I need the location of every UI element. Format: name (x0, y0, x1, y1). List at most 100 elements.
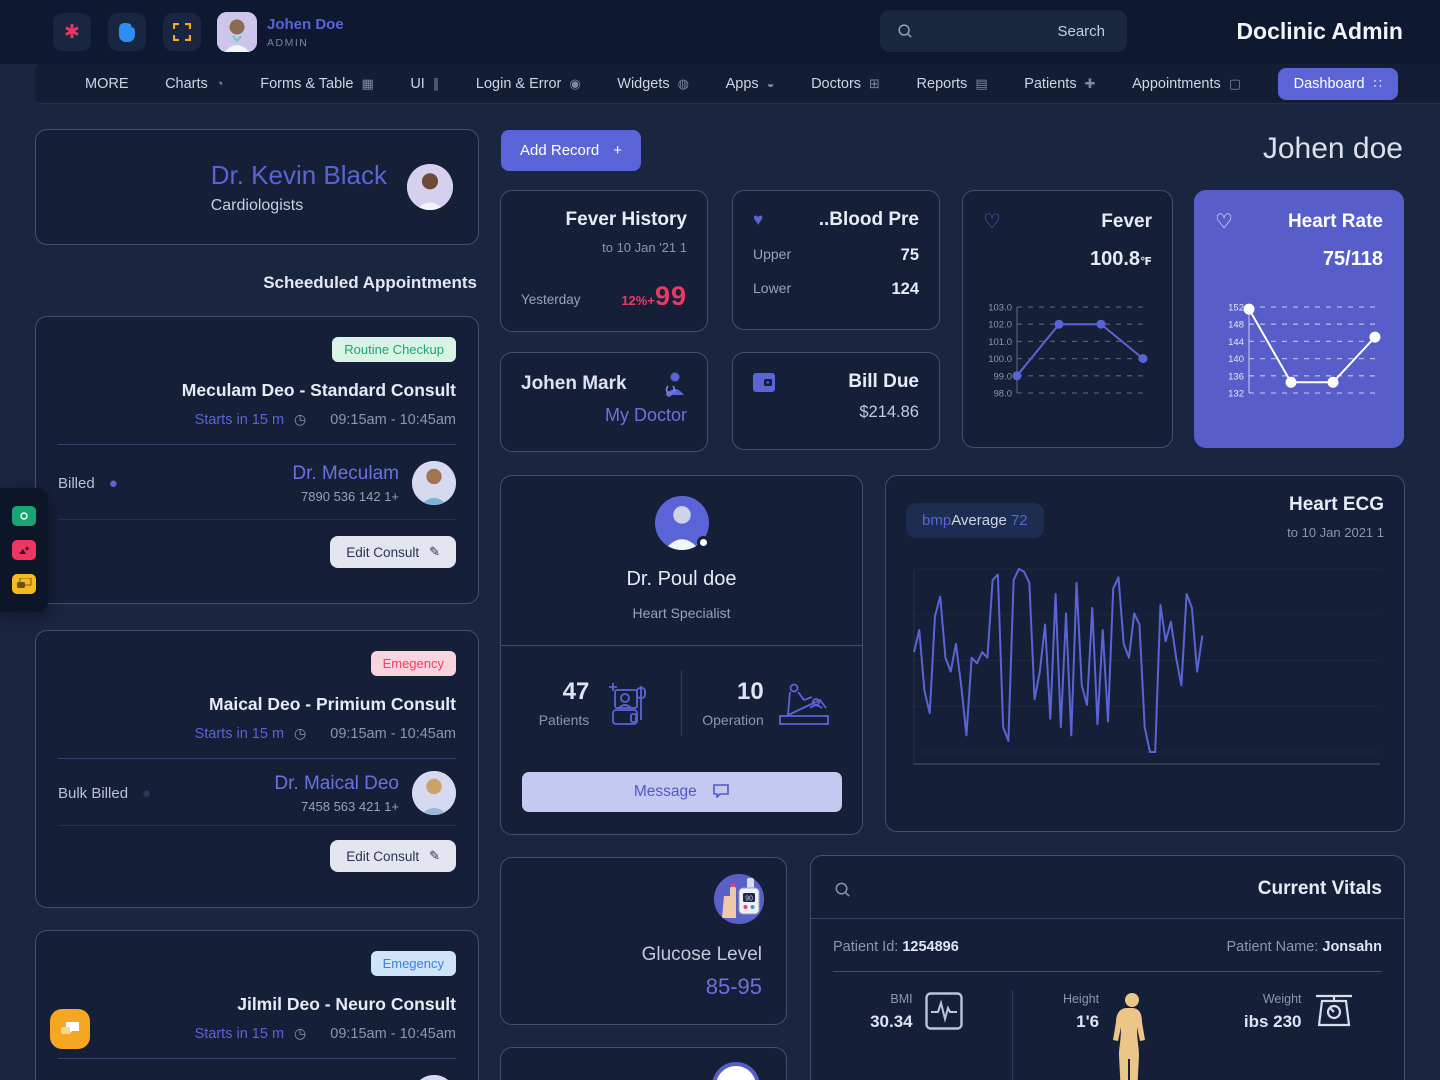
card-title: Fever (1101, 210, 1152, 232)
cross-icon: ✚ (1084, 75, 1096, 91)
appointment-card-1: Routine Checkup Meculam Deo - Standard C… (35, 316, 479, 604)
glucometer-reading: 90 (745, 896, 753, 903)
globe-icon: ◍ (677, 75, 689, 91)
doctor-avatar (407, 164, 453, 210)
card-title: Bill Due (848, 371, 919, 392)
chat-fab-button[interactable] (50, 1009, 90, 1049)
bulb-icon: ◒ (766, 76, 775, 91)
clock-icon: ◷ (294, 411, 307, 427)
bmi-value: 30.34 (870, 1012, 913, 1031)
billing-status: Bulk Billed ● (58, 784, 152, 802)
appointment-title: Meculam Deo - Standard Consult (181, 380, 456, 400)
fullscreen-button[interactable] (163, 13, 201, 51)
appointment-title: Maical Deo - Primium Consult (209, 694, 456, 714)
clock-icon: ◷ (294, 1025, 307, 1041)
human-figure-icon (1113, 993, 1146, 1080)
nav-item-widgets[interactable]: Widgets ◍ (617, 75, 689, 92)
nav-item-dashboard-active[interactable]: Dashboard ∷ (1277, 67, 1398, 100)
grid-icon: ∷ (1373, 75, 1382, 91)
nav-item-appointments[interactable]: Appointments ▢ (1132, 75, 1242, 92)
fever-chart-card: ♡ Fever 100.8℉ 103.0 102.0 101.0 100.0 99.0 9… (962, 190, 1173, 448)
profile-avatar (654, 496, 710, 550)
billing-dot-icon: ● (142, 784, 152, 802)
edit-consult-button[interactable]: Edit Consult ✎ (330, 536, 456, 568)
heart-pulse-icon: ♥ (753, 210, 764, 229)
status-badge: Emegency (370, 951, 456, 976)
time-slot: 09:15am - 10:45am (330, 1025, 456, 1042)
svg-text:101.0: 101.0 (988, 337, 1012, 348)
user-profile-chip[interactable]: Johen Doe ADMIN (217, 12, 344, 52)
nav-item-charts[interactable]: Charts ◔ (165, 75, 224, 92)
nav-item-forms-table[interactable]: Forms & Table ▦ (260, 75, 374, 92)
glucometer-icon: 90 (714, 874, 764, 924)
glucose-card: 90 Glucose Level 85-95 (500, 857, 787, 1025)
svg-text:140: 140 (1228, 354, 1244, 365)
report-icon: ▤ (975, 75, 988, 91)
heart-rate-line-chart: 152 148 144 140 136 132 (1228, 303, 1381, 400)
message-button[interactable]: Message (521, 772, 842, 812)
pencil-icon: ✎ (429, 544, 440, 559)
bars-icon: ∥ (432, 75, 440, 91)
bp-upper-label: Upper (753, 246, 792, 262)
nav-item-apps[interactable]: Apps ◒ (725, 75, 775, 92)
patient-name: Patient Name: Jonsahn (1226, 939, 1382, 955)
heart-icon: ♡ (1215, 211, 1233, 233)
nav-item-doctors[interactable]: Doctors ⊞ (811, 75, 880, 92)
svg-text:144: 144 (1228, 337, 1244, 348)
doctor-name: Dr. Kevin Black (210, 159, 387, 190)
svg-text:98.0: 98.0 (994, 389, 1013, 400)
nav-item-reports[interactable]: Reports ▤ (916, 75, 988, 92)
starts-in: Starts in 15 m (194, 1025, 285, 1042)
operations-label: Operation (702, 712, 764, 728)
top-bar: ✱ Johen Doe ADMIN (0, 0, 1440, 64)
bpm-value: 72 (1010, 512, 1028, 529)
time-slot: 09:15am - 10:45am (330, 411, 456, 428)
billing-dot-icon: ● (108, 474, 118, 492)
cash-icon[interactable] (12, 506, 36, 526)
yesterday-label: Yesterday (521, 292, 581, 307)
card-title: Current Vitals (1257, 878, 1382, 899)
fever-delta: 12%+ (621, 293, 655, 308)
user-meta: Johen Doe ADMIN (267, 16, 344, 49)
fever-history-card: Fever History to 10 Jan '21 1 Yesterday … (500, 190, 708, 332)
operations-stat: 10 Operation (682, 678, 852, 728)
nav-item-ui[interactable]: UI ∥ (410, 75, 440, 92)
svg-text:99.0: 99.0 (994, 371, 1013, 382)
edit-consult-button[interactable]: Edit Consult ✎ (330, 840, 456, 872)
bpm-label: Average (951, 512, 1007, 529)
image-icon[interactable] (12, 540, 36, 560)
nav-item-more[interactable]: MORE (85, 75, 129, 92)
chat-icon[interactable] (12, 574, 36, 594)
monitor-icon (712, 1062, 760, 1080)
user-avatar (217, 12, 257, 52)
add-record-button[interactable]: Add Record + (501, 130, 641, 171)
plus-icon: + (613, 142, 622, 159)
glucose-range: 85-95 (705, 974, 762, 999)
profile-doctor-specialty: Heart Specialist (632, 605, 731, 621)
svg-text:148: 148 (1228, 320, 1244, 331)
status-badge: Routine Checkup (332, 337, 456, 362)
weight-stat: Weight ibs 230 (1203, 986, 1394, 1080)
doctor-specialty: Cardiologists (210, 196, 304, 214)
bp-upper-value: 75 (900, 246, 919, 264)
bill-due-amount: $214.86 (859, 403, 919, 421)
wallet-icon (753, 372, 775, 392)
lock-icon: ◉ (569, 75, 581, 91)
bpm-average-badge[interactable]: bmpAverage 72 (906, 503, 1044, 538)
card-title: Fever History (565, 209, 687, 230)
svg-text:103.0: 103.0 (988, 303, 1012, 314)
settings-button[interactable]: ✱ (53, 13, 91, 51)
app-logo-button[interactable] (108, 13, 146, 51)
bmi-icon (924, 992, 963, 1030)
search-icon[interactable] (833, 880, 852, 899)
fever-line-chart: 103.0 102.0 101.0 100.0 99.0 98.0 (988, 303, 1148, 400)
current-vitals-card: Current Vitals Patient Id: 1254896 Patie… (810, 855, 1405, 1080)
appointment-doctor-name: Dr. Maical Deo (274, 772, 399, 794)
blood-pressure-monitor-card (500, 1047, 787, 1080)
nav-item-patients[interactable]: Patients ✚ (1024, 75, 1096, 92)
nav-item-login-error[interactable]: Login & Error ◉ (475, 75, 581, 92)
chat-bubble-icon (61, 1021, 79, 1034)
appointment-doctor: Dr. Maical Deo 7458 563 421 1+ (274, 771, 456, 815)
search-input[interactable]: Search (880, 10, 1127, 52)
